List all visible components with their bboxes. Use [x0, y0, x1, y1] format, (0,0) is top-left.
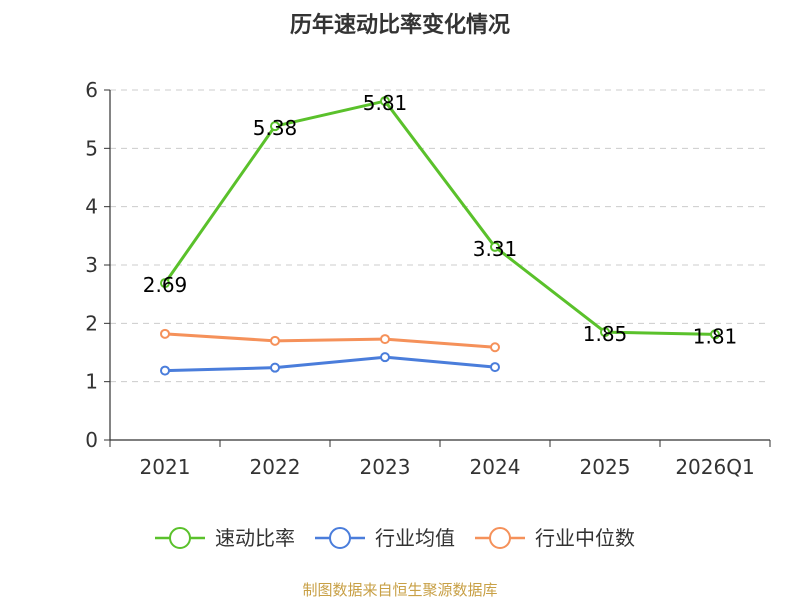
chart-title: 历年速动比率变化情况	[290, 12, 510, 38]
data-point[interactable]	[710, 329, 720, 340]
data-label: 1.81	[693, 324, 738, 348]
data-point[interactable]	[380, 96, 390, 107]
data-point[interactable]	[380, 334, 390, 345]
x-tick-label: 2022	[250, 455, 301, 479]
series-layer	[160, 96, 720, 376]
x-tick-label: 2021	[140, 455, 191, 479]
data-label: 3.31	[473, 237, 518, 261]
series-line	[163, 355, 497, 373]
legend-marker	[329, 527, 351, 549]
legend-marker	[489, 527, 511, 549]
data-point[interactable]	[160, 278, 170, 289]
legend-marker	[169, 527, 191, 549]
data-point[interactable]	[270, 335, 280, 346]
axes: 0 1 2 3 4 5 6 2021 2022 2023 2024 2025 2026Q1	[85, 78, 771, 479]
legend-label: 速动比率	[215, 526, 295, 550]
data-label: 5.81	[363, 91, 408, 115]
y-tick-label: 4	[85, 195, 98, 219]
legend-label: 行业均值	[375, 526, 455, 550]
y-tick-label: 5	[85, 136, 98, 160]
data-point[interactable]	[160, 328, 170, 339]
y-tick-label: 3	[85, 253, 98, 277]
data-point[interactable]	[160, 365, 170, 376]
series-line	[163, 332, 497, 349]
series-2	[160, 352, 500, 376]
source-note: 制图数据来自恒生聚源数据库	[302, 581, 497, 599]
data-labels: 2.69 5.38 5.81 3.31 1.85 1.81	[143, 91, 738, 348]
x-tick-label: 2025	[580, 455, 631, 479]
series-line	[163, 99, 717, 336]
data-label: 5.38	[253, 116, 298, 140]
data-point[interactable]	[270, 121, 280, 132]
y-tick-label: 0	[85, 428, 98, 452]
y-tick-label: 1	[85, 370, 98, 394]
series-1	[160, 96, 720, 340]
data-point[interactable]	[270, 362, 280, 373]
data-label: 2.69	[143, 273, 188, 297]
data-point[interactable]	[380, 352, 390, 363]
series-3	[160, 328, 500, 353]
x-tick-label: 2024	[470, 455, 521, 479]
legend[interactable]: 速动比率 行业均值 行业中位数	[155, 526, 635, 550]
y-tick-label: 6	[85, 78, 98, 102]
data-point[interactable]	[490, 241, 500, 252]
legend-item[interactable]: 速动比率	[155, 526, 295, 550]
x-tick-label: 2023	[360, 455, 411, 479]
data-point[interactable]	[490, 342, 500, 353]
legend-item[interactable]: 行业均值	[315, 526, 455, 550]
data-label: 1.85	[583, 322, 628, 346]
data-point[interactable]	[600, 327, 610, 338]
x-tick-label: 2026Q1	[675, 455, 754, 479]
data-point[interactable]	[490, 362, 500, 373]
legend-label: 行业中位数	[535, 526, 635, 550]
legend-item[interactable]: 行业中位数	[475, 526, 635, 550]
y-tick-label: 2	[85, 311, 98, 335]
